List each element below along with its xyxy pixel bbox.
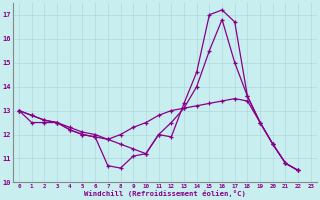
X-axis label: Windchill (Refroidissement éolien,°C): Windchill (Refroidissement éolien,°C) <box>84 190 246 197</box>
